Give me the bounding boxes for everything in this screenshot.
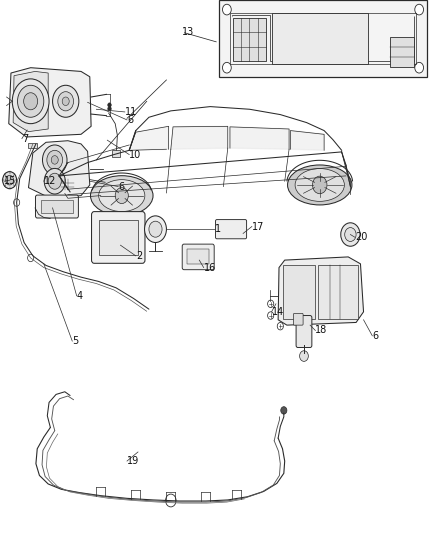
Bar bbox=[99, 220, 138, 255]
Polygon shape bbox=[9, 68, 91, 137]
Circle shape bbox=[115, 188, 128, 204]
Bar bbox=[230, 13, 416, 64]
Text: 6: 6 bbox=[127, 115, 133, 125]
Polygon shape bbox=[129, 126, 169, 150]
Circle shape bbox=[145, 216, 166, 243]
Ellipse shape bbox=[295, 168, 344, 201]
Circle shape bbox=[51, 156, 58, 164]
Circle shape bbox=[48, 173, 61, 189]
FancyBboxPatch shape bbox=[293, 313, 303, 325]
Circle shape bbox=[53, 85, 79, 117]
Circle shape bbox=[18, 85, 44, 117]
Polygon shape bbox=[290, 131, 324, 150]
Bar bbox=[41, 200, 73, 213]
Circle shape bbox=[6, 175, 14, 185]
Circle shape bbox=[268, 300, 274, 308]
Bar bbox=[318, 265, 358, 319]
Ellipse shape bbox=[287, 165, 352, 205]
Circle shape bbox=[58, 92, 74, 111]
Circle shape bbox=[300, 351, 308, 361]
FancyBboxPatch shape bbox=[92, 212, 145, 263]
Polygon shape bbox=[230, 127, 289, 149]
FancyBboxPatch shape bbox=[35, 195, 78, 218]
Circle shape bbox=[281, 407, 287, 414]
Text: 6: 6 bbox=[372, 331, 378, 341]
FancyBboxPatch shape bbox=[215, 220, 247, 239]
Circle shape bbox=[62, 97, 69, 106]
FancyBboxPatch shape bbox=[219, 0, 427, 77]
Bar bbox=[61, 179, 74, 190]
Circle shape bbox=[223, 62, 231, 73]
Bar bbox=[233, 18, 266, 61]
Circle shape bbox=[14, 199, 20, 206]
Circle shape bbox=[415, 62, 424, 73]
Bar bbox=[283, 265, 315, 319]
Bar bbox=[28, 143, 37, 148]
Circle shape bbox=[415, 4, 424, 15]
FancyBboxPatch shape bbox=[182, 244, 214, 270]
Circle shape bbox=[149, 221, 162, 237]
Bar bbox=[390, 37, 414, 67]
Circle shape bbox=[313, 176, 327, 193]
Text: 11: 11 bbox=[125, 107, 137, 117]
Text: 6: 6 bbox=[118, 182, 124, 191]
Ellipse shape bbox=[91, 176, 153, 215]
FancyBboxPatch shape bbox=[59, 169, 72, 179]
Text: 13: 13 bbox=[182, 27, 194, 37]
Circle shape bbox=[3, 172, 17, 189]
Circle shape bbox=[166, 494, 176, 507]
Text: 18: 18 bbox=[315, 326, 328, 335]
Text: 10: 10 bbox=[129, 150, 141, 159]
Circle shape bbox=[268, 312, 274, 319]
Circle shape bbox=[223, 4, 231, 15]
Circle shape bbox=[277, 322, 283, 330]
Circle shape bbox=[42, 145, 67, 175]
Text: 16: 16 bbox=[204, 263, 216, 272]
Text: 4: 4 bbox=[77, 291, 83, 301]
Bar bbox=[272, 13, 368, 64]
Circle shape bbox=[345, 228, 356, 241]
Polygon shape bbox=[28, 141, 90, 198]
Text: 15: 15 bbox=[4, 176, 17, 186]
Text: 1: 1 bbox=[215, 224, 221, 234]
Bar bbox=[187, 249, 209, 264]
Polygon shape bbox=[278, 257, 364, 325]
Circle shape bbox=[108, 107, 111, 111]
Text: 19: 19 bbox=[127, 456, 139, 466]
Polygon shape bbox=[171, 126, 228, 149]
Circle shape bbox=[47, 150, 63, 169]
Text: 17: 17 bbox=[252, 222, 264, 231]
Circle shape bbox=[44, 168, 65, 194]
Text: 20: 20 bbox=[355, 232, 367, 242]
Text: 12: 12 bbox=[44, 176, 56, 186]
Circle shape bbox=[108, 103, 111, 107]
FancyBboxPatch shape bbox=[296, 316, 312, 348]
Text: 7: 7 bbox=[22, 134, 28, 143]
Circle shape bbox=[24, 93, 38, 110]
Polygon shape bbox=[13, 71, 48, 132]
Text: 5: 5 bbox=[72, 336, 78, 346]
Bar bbox=[112, 150, 120, 157]
Text: 2: 2 bbox=[136, 251, 142, 261]
Ellipse shape bbox=[99, 180, 145, 212]
Text: 14: 14 bbox=[272, 307, 284, 317]
Circle shape bbox=[341, 223, 360, 246]
Circle shape bbox=[28, 254, 34, 262]
Circle shape bbox=[12, 79, 49, 124]
